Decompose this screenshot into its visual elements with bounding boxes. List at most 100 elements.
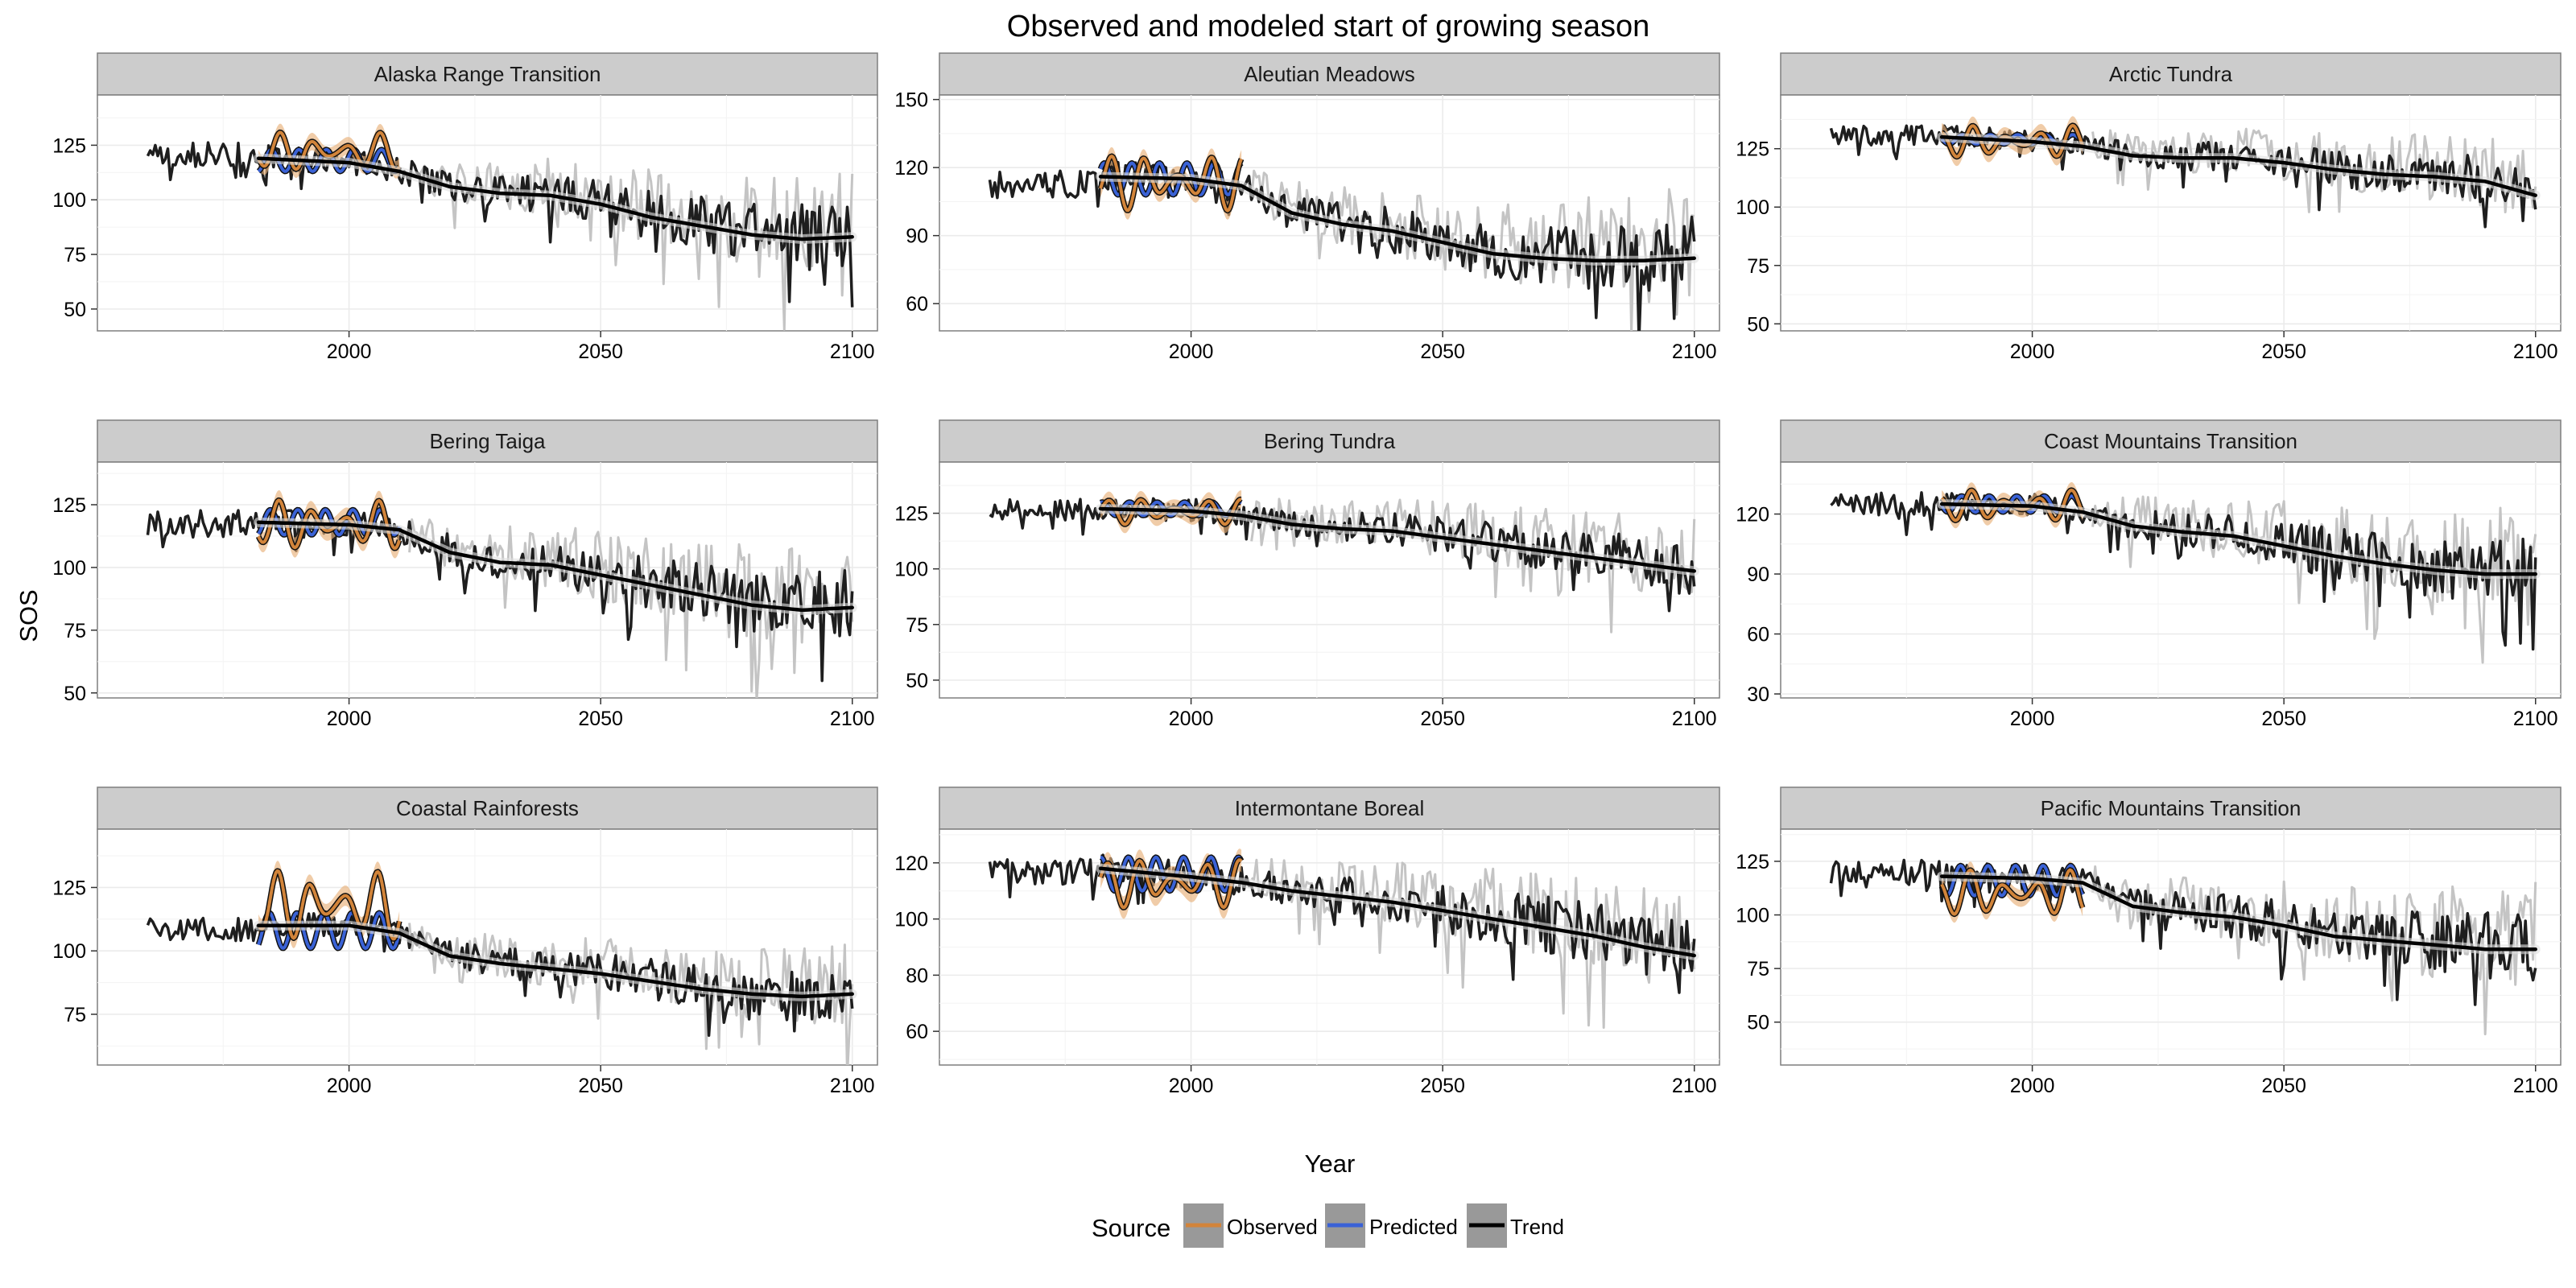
y-tick-label-50: 50 — [1747, 1012, 1769, 1034]
y-tick-label-125: 125 — [894, 503, 928, 526]
y-tick-label-75: 75 — [1747, 255, 1769, 278]
observed-line-alaska-range-transition — [257, 130, 401, 171]
observed-line-bering-taiga — [257, 498, 401, 550]
x-tick-label-2100: 2100 — [830, 708, 875, 730]
panel-arctic-tundra: Arctic Tundra 2000 2050 2100 50 75 100 125 — [1736, 52, 2562, 363]
trend-line-aleutian-meadows — [1098, 175, 1696, 262]
axes-alaska-range-transition: 2000 2050 2100 50 75 100 125 — [52, 134, 874, 363]
y-tick-label-60: 60 — [906, 1021, 928, 1043]
series-arctic-tundra — [1829, 116, 2541, 229]
y-tick-label-125: 125 — [1736, 138, 1769, 161]
axes-coastal-rainforests: 2000 2050 2100 75 100 125 — [52, 877, 874, 1097]
plot-area-arctic-tundra — [1780, 94, 2562, 332]
trend-line-arctic-tundra — [1939, 134, 2537, 197]
strip-pacific-mountains-transition — [1780, 786, 2562, 830]
y-tick-label-125: 125 — [52, 877, 86, 899]
x-tick-label-2050: 2050 — [578, 1075, 623, 1097]
legend-label-trend: Trend — [1510, 1215, 1564, 1239]
trend-line-coastal-rainforests — [256, 923, 854, 999]
x-tick-label-2050: 2050 — [578, 341, 623, 363]
x-tick-label-2100: 2100 — [1672, 1075, 1717, 1097]
y-tick-label-120: 120 — [894, 157, 928, 180]
x-tick-label-2000: 2000 — [327, 341, 372, 363]
facet-panels: Alaska Range Transition 2000 2050 2100 50 75 1… — [52, 52, 2562, 1097]
x-tick-label-2000: 2000 — [1169, 341, 1214, 363]
y-tick-label-90: 90 — [1747, 564, 1769, 586]
x-tick-label-2050: 2050 — [2261, 708, 2306, 730]
y-tick-label-60: 60 — [1747, 624, 1769, 646]
series-bering-taiga — [146, 490, 857, 698]
y-tick-label-100: 100 — [1736, 196, 1769, 219]
legend-label-observed: Observed — [1227, 1215, 1318, 1239]
legend-item-trend: Trend — [1467, 1203, 1564, 1248]
axes-intermontane-boreal: 2000 2050 2100 60 80 100 120 — [894, 852, 1716, 1097]
panel-bering-tundra: Bering Tundra 2000 2050 2100 50 75 100 125 — [894, 419, 1720, 730]
y-tick-label-50: 50 — [906, 670, 928, 692]
legend-label-predicted: Predicted — [1369, 1215, 1458, 1239]
x-axis-label: Year — [1305, 1150, 1356, 1178]
y-tick-label-100: 100 — [52, 940, 86, 963]
x-tick-label-2000: 2000 — [2010, 341, 2055, 363]
trend-line-coast-mountains-transition — [1939, 502, 2537, 576]
x-tick-label-2050: 2050 — [1420, 1075, 1465, 1097]
plot-area-bering-tundra — [939, 461, 1720, 699]
strip-coast-mountains-transition — [1780, 419, 2562, 463]
legend-item-predicted: Predicted — [1325, 1203, 1458, 1248]
trend-line-bering-tundra — [1098, 506, 1696, 573]
series-coastal-rainforests — [146, 861, 857, 1065]
strip-label-intermontane-boreal: Intermontane Boreal — [1235, 796, 1425, 820]
predicted-line-alaska-range-transition — [257, 147, 401, 173]
model-runs-alaska-range-transition — [146, 141, 854, 308]
series-pacific-mountains-transition — [1829, 858, 2541, 1036]
axes-bering-taiga: 2000 2050 2100 50 75 100 125 — [52, 494, 874, 730]
series-alaska-range-transition — [146, 123, 857, 331]
panel-aleutian-meadows: Aleutian Meadows 2000 2050 2100 60 90 120 150 — [894, 52, 1720, 363]
y-tick-label-100: 100 — [52, 557, 86, 580]
y-tick-label-100: 100 — [52, 189, 86, 212]
x-tick-label-2050: 2050 — [2261, 1075, 2306, 1097]
y-tick-label-75: 75 — [64, 620, 86, 642]
strip-label-coast-mountains-transition: Coast Mountains Transition — [2044, 429, 2297, 453]
x-tick-label-2100: 2100 — [2513, 341, 2558, 363]
panel-coast-mountains-transition: Coast Mountains Transition 2000 2050 2100 30… — [1736, 419, 2562, 730]
strip-coastal-rainforests — [97, 786, 878, 830]
y-tick-label-100: 100 — [894, 909, 928, 931]
chart-title: Observed and modeled start of growing se… — [1007, 10, 1649, 43]
observed-line-coastal-rainforests — [257, 869, 402, 941]
x-tick-label-2000: 2000 — [1169, 1075, 1214, 1097]
x-tick-label-2100: 2100 — [830, 341, 875, 363]
strip-bering-taiga — [97, 419, 878, 463]
y-tick-label-75: 75 — [64, 1004, 86, 1026]
y-tick-label-75: 75 — [1747, 958, 1769, 980]
predicted-line-intermontane-boreal — [1100, 855, 1243, 893]
x-tick-label-2050: 2050 — [1420, 708, 1465, 730]
y-tick-label-120: 120 — [894, 852, 928, 875]
panel-intermontane-boreal: Intermontane Boreal 2000 2050 2100 60 80 100 12… — [894, 786, 1720, 1097]
x-tick-label-2100: 2100 — [830, 1075, 875, 1097]
legend-title: Source — [1092, 1214, 1170, 1242]
y-tick-label-50: 50 — [64, 683, 86, 705]
y-tick-label-50: 50 — [64, 299, 86, 321]
strip-label-bering-tundra: Bering Tundra — [1264, 429, 1396, 453]
axes-aleutian-meadows: 2000 2050 2100 60 90 120 150 — [894, 89, 1716, 363]
series-aleutian-meadows — [988, 147, 1699, 331]
ensemble-spread-coast-mountains-transition — [2091, 495, 2537, 664]
series-intermontane-boreal — [988, 848, 1699, 1029]
y-tick-label-100: 100 — [1736, 905, 1769, 927]
strip-intermontane-boreal — [939, 786, 1720, 830]
y-tick-label-80: 80 — [906, 964, 928, 987]
x-tick-label-2050: 2050 — [2261, 341, 2306, 363]
x-tick-label-2000: 2000 — [327, 1075, 372, 1097]
x-tick-label-2100: 2100 — [1672, 708, 1717, 730]
y-tick-label-75: 75 — [906, 614, 928, 637]
x-tick-label-2100: 2100 — [2513, 708, 2558, 730]
strip-label-pacific-mountains-transition: Pacific Mountains Transition — [2041, 796, 2301, 820]
ensemble-spread-coastal-rainforests — [408, 923, 854, 1065]
strip-bering-tundra — [939, 419, 1720, 463]
strip-label-alaska-range-transition: Alaska Range Transition — [374, 62, 601, 86]
gridlines-alaska-range-transition — [97, 95, 877, 331]
axes-coast-mountains-transition: 2000 2050 2100 30 60 90 120 — [1736, 504, 2557, 730]
y-tick-label-60: 60 — [906, 293, 928, 316]
x-tick-label-2000: 2000 — [327, 708, 372, 730]
